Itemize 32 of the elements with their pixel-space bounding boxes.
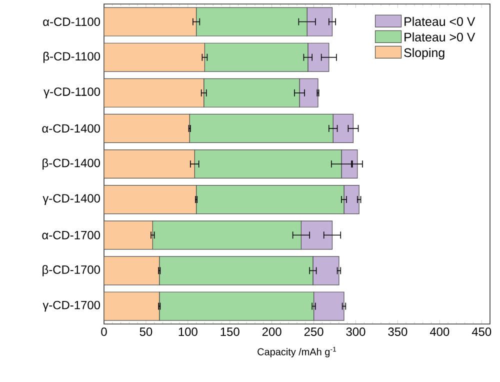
bar xyxy=(104,256,160,286)
y-tick-label: γ-CD-1100 xyxy=(44,87,100,98)
x-tick-label: 150 xyxy=(220,328,240,336)
y-tick-label: β-CD-1700 xyxy=(42,265,100,276)
bar xyxy=(104,7,197,36)
y-tick-label: α-CD-1400 xyxy=(42,124,100,133)
y-tick-label: β-CD-1400 xyxy=(42,158,100,170)
legend-label: Sloping xyxy=(404,48,444,60)
x-tick-label: 50 xyxy=(140,328,152,336)
x-tick-label: 0 xyxy=(101,328,107,336)
y-tick-label: α-CD-1100 xyxy=(43,18,100,26)
y-tick-label: γ-CD-1700 xyxy=(42,300,100,312)
y-tick-label: α-CD-1700 xyxy=(42,230,100,240)
x-tick-label: 300 xyxy=(346,328,366,336)
bar xyxy=(104,114,190,143)
x-tick-label: 350 xyxy=(388,328,408,336)
x-axis-title: Capacity /mAh g$^{-1}$ xyxy=(258,346,336,358)
x-tick-label: 400 xyxy=(430,328,450,336)
y-tick-label: γ-CD-1400 xyxy=(42,194,100,205)
y-tick-label: β-CD-1100 xyxy=(43,52,100,63)
x-tick-label: 250 xyxy=(304,328,324,336)
x-tick-label: 450 xyxy=(472,328,492,336)
bar xyxy=(104,185,197,214)
bar xyxy=(104,292,160,321)
bar xyxy=(104,42,205,72)
bar xyxy=(104,149,195,179)
x-tick-label: 100 xyxy=(178,328,198,336)
bar xyxy=(104,78,204,108)
x-tick-label: 200 xyxy=(262,328,282,336)
bar xyxy=(104,220,153,250)
legend-label: Plateau >0 V xyxy=(404,32,476,42)
legend-label: Plateau <0 V xyxy=(404,16,476,26)
